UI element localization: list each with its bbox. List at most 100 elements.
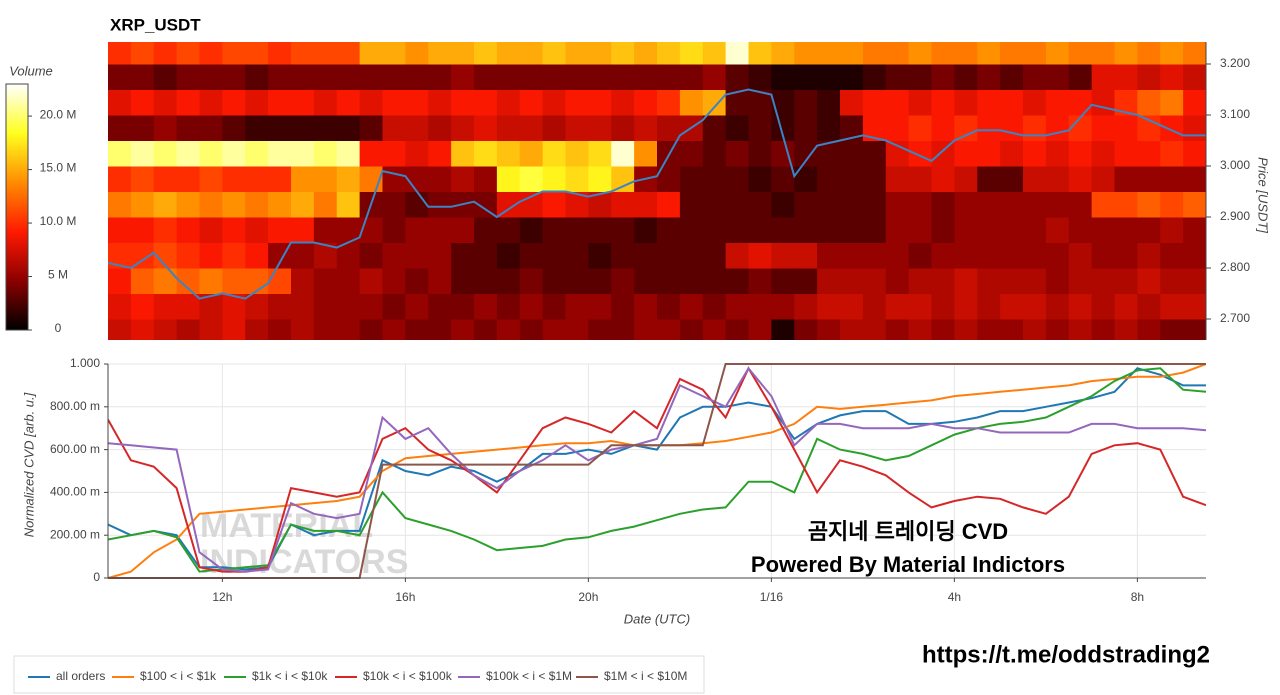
heat-cell: [908, 42, 932, 65]
heat-cell: [268, 217, 292, 243]
heat-cell: [1160, 64, 1184, 90]
heat-cell: [679, 140, 704, 167]
heat-cell: [771, 42, 795, 65]
heat-cell: [1023, 64, 1047, 90]
heat-cell: [931, 191, 955, 218]
heat-cell: [794, 217, 818, 243]
heat-cell: [1160, 319, 1184, 340]
heat-cell: [359, 268, 383, 294]
heat-cell: [474, 293, 498, 320]
legend-label: $100k < i < $1M: [486, 669, 572, 683]
heat-cell: [519, 268, 544, 294]
heat-cell: [702, 217, 727, 243]
heat-cell: [405, 64, 429, 90]
heat-cell: [1160, 140, 1184, 167]
heat-cell: [748, 42, 772, 65]
heat-cell: [634, 293, 658, 320]
heat-cell: [565, 293, 589, 320]
heat-cell: [1023, 140, 1047, 167]
heat-cell: [565, 140, 589, 167]
heat-cell: [405, 42, 429, 65]
heat-cell: [885, 64, 910, 90]
heat-cell: [496, 89, 521, 116]
heat-cell: [588, 268, 612, 294]
heat-cell: [496, 166, 521, 192]
heat-cell: [428, 217, 452, 243]
heat-cell: [222, 268, 246, 294]
x-tick-label: 16h: [395, 590, 415, 604]
heat-cell: [313, 268, 338, 294]
heat-cell: [1183, 140, 1206, 167]
heat-cell: [977, 42, 1001, 65]
heat-cell: [382, 115, 406, 141]
heat-cell: [1045, 42, 1070, 65]
heat-cell: [657, 319, 681, 340]
heat-cell: [268, 268, 292, 294]
heat-cell: [428, 115, 452, 141]
heat-cell: [771, 268, 795, 294]
heat-cell: [130, 64, 155, 90]
heat-cell: [1045, 64, 1070, 90]
heat-cell: [588, 42, 612, 65]
heat-cell: [954, 42, 978, 65]
heat-cell: [474, 89, 498, 116]
heat-cell: [153, 166, 178, 192]
heat-cell: [130, 191, 155, 218]
legend-box: [13, 655, 705, 694]
heat-cell: [1023, 115, 1047, 141]
heat-cell: [496, 217, 521, 243]
heat-cell: [474, 191, 498, 218]
heat-cell: [130, 42, 155, 65]
heat-cell: [291, 42, 315, 65]
heat-cell: [291, 166, 315, 192]
heat-cell: [679, 293, 704, 320]
heat-cell: [679, 191, 704, 218]
heat-cell: [588, 217, 612, 243]
heat-cell: [222, 191, 246, 218]
heat-cell: [199, 115, 223, 141]
heat-cell: [199, 268, 223, 294]
heat-cell: [657, 293, 681, 320]
heat-cell: [817, 64, 841, 90]
heat-cell: [313, 140, 338, 167]
colorbar-tick-label: 15.0 M: [40, 161, 77, 175]
heat-cell: [817, 319, 841, 340]
heat-cell: [1045, 242, 1070, 269]
heat-cell: [862, 115, 887, 141]
heat-cell: [1000, 64, 1024, 90]
heat-cell: [1137, 217, 1161, 243]
heat-cell: [840, 191, 864, 218]
heat-cell: [634, 89, 658, 116]
heat-cell: [268, 293, 292, 320]
heat-cell: [794, 115, 818, 141]
heat-cell: [1045, 293, 1070, 320]
heat-cell: [1023, 242, 1047, 269]
heat-cell: [291, 242, 315, 269]
heat-cell: [565, 217, 589, 243]
heat-cell: [474, 268, 498, 294]
heat-cell: [794, 89, 818, 116]
heat-cell: [199, 191, 223, 218]
heat-cell: [794, 319, 818, 340]
legend-label: $1M < i < $10M: [604, 669, 687, 683]
heat-cell: [496, 191, 521, 218]
heat-cell: [931, 242, 955, 269]
heatmap: [108, 42, 1206, 340]
price-line: [108, 88, 1206, 300]
heat-cell: [1045, 268, 1070, 294]
x-axis-label: Date (UTC): [624, 611, 690, 626]
y-axis-label: Normalized CVD [arb. u.]: [21, 392, 36, 537]
heat-cell: [862, 191, 887, 218]
heat-cell: [496, 268, 521, 294]
heat-cell: [1000, 242, 1024, 269]
heat-cell: [542, 89, 566, 116]
heat-cell: [634, 140, 658, 167]
heat-cell: [359, 89, 383, 116]
heat-cell: [1137, 293, 1161, 320]
heat-cell: [1091, 268, 1115, 294]
heat-cell: [840, 64, 864, 90]
heat-cell: [611, 217, 635, 243]
heat-cell: [176, 319, 200, 340]
heat-cell: [634, 268, 658, 294]
heat-cell: [565, 89, 589, 116]
